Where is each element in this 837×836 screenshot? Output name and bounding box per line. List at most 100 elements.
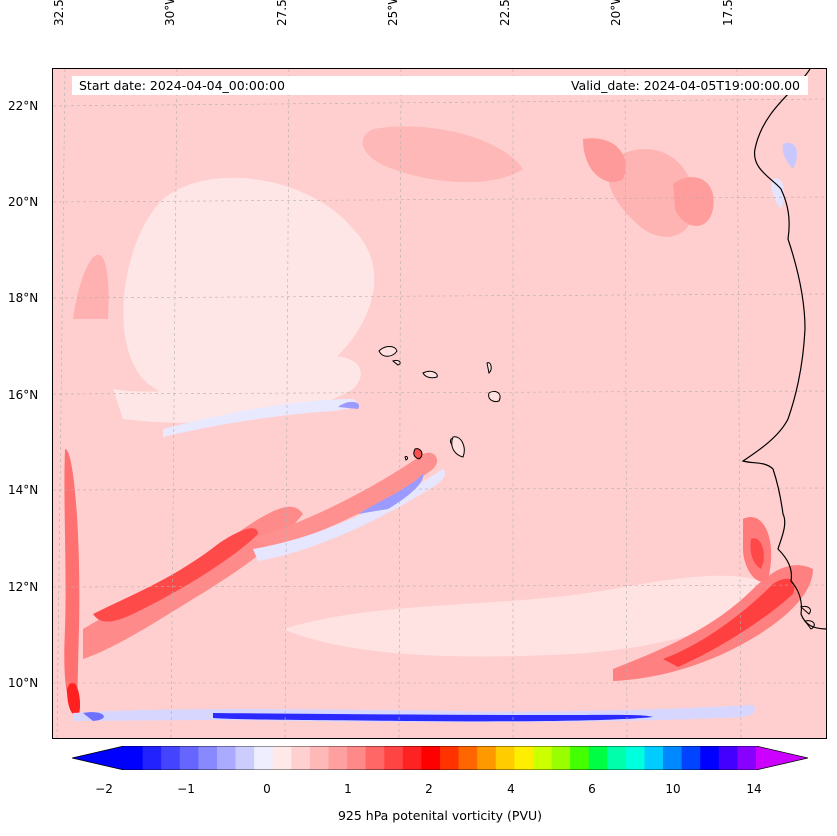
negative-pv-streak — [771, 178, 785, 209]
colorbar-tick: 6 — [588, 782, 596, 796]
low-pv-region — [123, 177, 375, 405]
colorbar-tick: 0 — [263, 782, 271, 796]
pv-blob — [362, 126, 523, 183]
colorbar-swatch — [216, 746, 237, 770]
lon-label: 22.5°W — [498, 0, 512, 26]
lat-label: 18°N — [8, 291, 39, 305]
colorbar-swatch — [328, 746, 348, 770]
colorbar-tick: −1 — [177, 782, 195, 796]
colorbar-tick: 2 — [425, 782, 433, 796]
negative-pv-streak — [253, 469, 445, 561]
colorbar-swatch — [235, 746, 255, 770]
island-sao-nicolau — [422, 370, 438, 379]
colorbar-swatch — [495, 746, 515, 770]
colorbar-swatch — [477, 746, 497, 770]
colorbar-swatch — [514, 746, 534, 770]
lon-label: 17.5°W — [721, 0, 735, 26]
lon-label: 30°W — [163, 0, 177, 26]
colorbar-swatch — [365, 746, 385, 770]
colorbar-swatch — [458, 746, 478, 770]
island-brava — [404, 455, 409, 461]
colorbar-swatch — [607, 746, 627, 770]
colorbar-over-triangle — [756, 746, 808, 770]
colorbar-swatch — [700, 746, 720, 770]
pv-band — [253, 452, 438, 549]
colorbar-swatch — [718, 746, 738, 770]
colorbar-swatch — [254, 746, 274, 770]
colorbar-swatch — [347, 746, 367, 770]
colorbar-swatch — [421, 746, 441, 770]
pv-band-core — [663, 578, 795, 667]
island-santiago — [451, 436, 465, 458]
pv-blob — [73, 254, 109, 319]
negative-pv-core — [213, 713, 653, 722]
colorbar-swatch — [532, 746, 553, 770]
map-panel[interactable] — [52, 68, 827, 739]
colorbar-tick: 1 — [344, 782, 352, 796]
lat-label: 22°N — [8, 99, 39, 113]
colorbar-swatch — [588, 746, 608, 770]
colorbar-swatch — [551, 746, 571, 770]
colorbar-swatch — [625, 746, 645, 770]
island-boa-vista — [488, 390, 501, 402]
lon-label: 27.5°W — [275, 0, 289, 26]
negative-pv-streak — [358, 474, 424, 514]
colorbar-swatch — [384, 746, 404, 770]
negative-pv-streak — [782, 142, 798, 169]
colorbar-swatch — [198, 746, 218, 770]
graticule — [53, 69, 826, 738]
pv-blob — [750, 538, 764, 569]
colorbar-swatch — [681, 746, 701, 770]
lat-label: 12°N — [8, 580, 39, 594]
island-santo-antao — [378, 346, 398, 357]
pv-blob — [583, 138, 626, 183]
bijagos-islands — [804, 620, 815, 630]
west-africa-coastline — [741, 69, 826, 630]
pv-field-map — [53, 69, 826, 738]
colorbar-under-triangle — [72, 746, 124, 770]
negative-pv-streak — [338, 401, 359, 409]
negative-pv-streak — [163, 399, 357, 437]
pv-band — [83, 506, 303, 659]
colorbar-tick: 14 — [746, 782, 762, 796]
pv-maximum — [67, 682, 81, 716]
lat-label: 10°N — [8, 676, 39, 690]
lat-label: 16°N — [8, 388, 39, 402]
colorbar-tick: 4 — [507, 782, 515, 796]
colorbar-swatch — [644, 746, 664, 770]
pv-band-core — [93, 528, 258, 622]
colorbar-tick: −2 — [95, 782, 113, 796]
lon-label: 20°W — [609, 0, 623, 26]
colorbar-swatch — [142, 746, 162, 770]
lon-label: 32.5°W — [52, 0, 66, 26]
colorbar-swatch — [663, 746, 683, 770]
colorbar-swatch — [570, 746, 590, 770]
date-info-bar: Start date: 2024-04-04_00:00:00 Valid_da… — [72, 76, 808, 95]
colorbar-swatch — [402, 746, 422, 770]
island-sao-vicente — [391, 360, 401, 366]
valid-date-label: Valid_date: 2024-04-05T19:00:00.00 — [570, 78, 800, 93]
colorbar-swatch — [440, 746, 460, 770]
start-date-label: Start date: 2024-04-04_00:00:00 — [79, 78, 285, 93]
colorbar-swatch — [124, 746, 144, 770]
colorbar-swatch — [309, 746, 329, 770]
lat-label: 20°N — [8, 195, 39, 209]
bijagos-islands — [799, 606, 811, 615]
colorbar — [72, 746, 808, 770]
pv-blob — [607, 149, 695, 237]
island-fogo — [413, 448, 423, 460]
negative-pv-core — [83, 712, 104, 721]
pv-band — [64, 449, 80, 709]
colorbar-swatch — [161, 746, 181, 770]
low-pv-region — [283, 575, 773, 657]
colorbar-swatch — [737, 746, 757, 770]
colorbar-swatch — [272, 746, 292, 770]
colorbar-swatch — [291, 746, 311, 770]
colorbar-tick: 10 — [665, 782, 681, 796]
lat-label: 14°N — [8, 483, 39, 497]
colorbar-title: 925 hPa potenital vorticity (PVU) — [337, 808, 543, 823]
pv-blob — [673, 177, 714, 226]
colorbar-swatch — [179, 746, 199, 770]
lon-label: 25°W — [386, 0, 400, 26]
island-sal — [486, 362, 492, 375]
